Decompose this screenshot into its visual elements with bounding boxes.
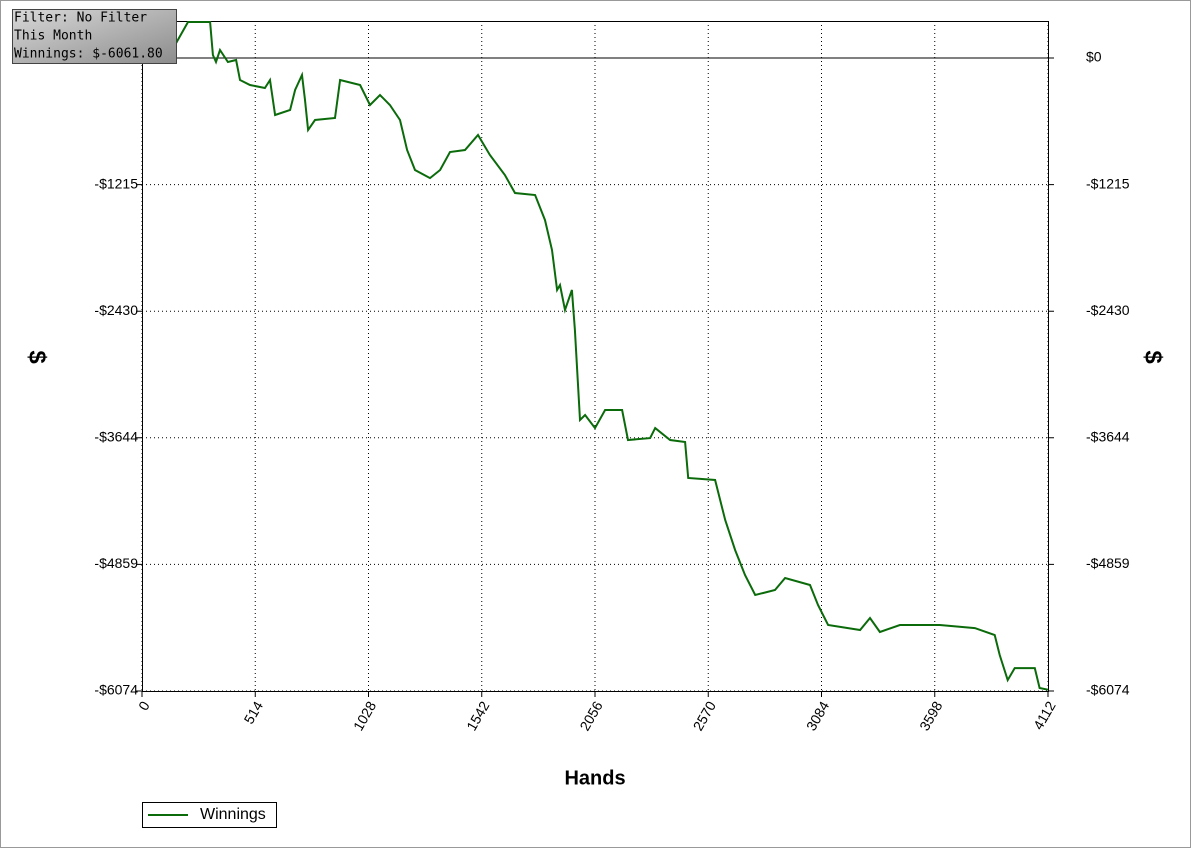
y2-tick-label: -$1215 [1086,175,1130,191]
y-tick-label: -$3644 [94,428,138,444]
y-tick-label: -$2430 [94,302,138,318]
info-box: Filter: No Filter This Month Winnings: $… [12,9,177,64]
y-axis-label: $ [24,350,51,364]
y2-tick-label: -$2430 [1086,302,1130,318]
y2-axis-label: $ [1140,350,1167,364]
y2-tick-label: -$3644 [1086,428,1130,444]
info-line: This Month [14,29,92,44]
y2-tick-label: -$6074 [1086,682,1130,698]
y2-tick-label: $0 [1086,49,1102,65]
y2-tick-label: -$4859 [1086,555,1130,571]
info-line: Filter: No Filter [14,11,147,26]
y-tick-label: -$1215 [94,175,138,191]
x-axis-label: Hands [564,767,625,789]
info-line: Winnings: $-6061.80 [14,47,163,62]
info-background [12,9,177,64]
line [141,21,1049,691]
legend-label: Winnings [200,806,266,823]
y-tick-label: -$4859 [94,555,138,571]
legend: Winnings [142,802,277,828]
y-tick-label: -$6074 [94,682,138,698]
